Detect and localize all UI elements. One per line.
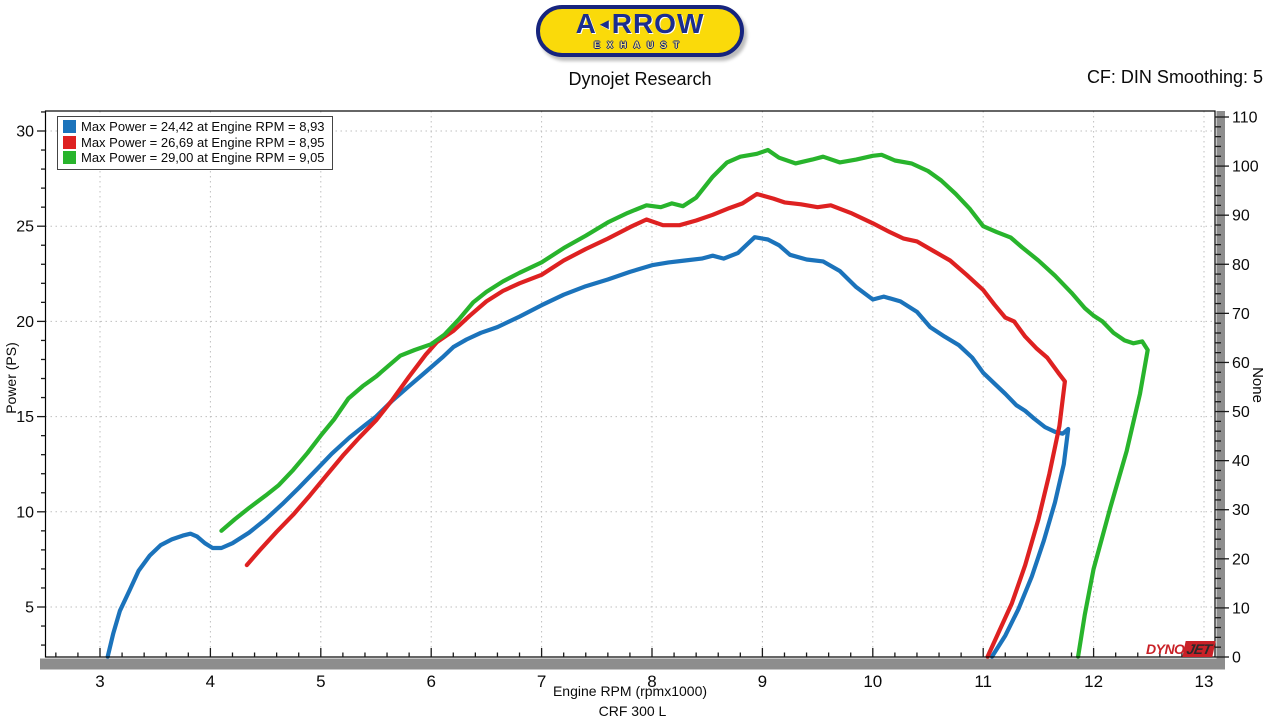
arrow-brand-text: A◄RROW — [575, 8, 705, 39]
power-curve — [219, 147, 1150, 659]
legend-label: Max Power = 29,00 at Engine RPM = 9,05 — [81, 150, 325, 165]
legend-entry: Max Power = 29,00 at Engine RPM = 9,05 — [63, 150, 325, 166]
power-curves — [105, 147, 1150, 659]
right-axis-title: None — [1249, 367, 1266, 403]
right-y-tick-label: 40 — [1232, 453, 1250, 470]
dynojet-logo-jet: JET — [1182, 641, 1217, 657]
plot-border — [44, 110, 1216, 658]
arrow-logo-pill: A◄RROW EXHAUST — [536, 5, 744, 57]
chart-legend[interactable]: Max Power = 24,42 at Engine RPM = 8,93 Ma… — [57, 116, 333, 170]
vehicle-model-label: CRF 300 L — [598, 703, 667, 719]
legend-color-swatch — [63, 135, 76, 149]
scrollbars — [40, 111, 1225, 670]
x-tick-label: 3 — [95, 672, 104, 691]
x-tick-label: 10 — [863, 672, 882, 691]
right-y-tick-label: 10 — [1232, 600, 1250, 617]
right-y-tick-label: 80 — [1232, 257, 1250, 274]
axes: 3 4 5 6 7 8 9 10 11 12 13 5 10 15 20 25 30 0 10 20 30 40 50 60 7… — [16, 110, 1259, 692]
right-y-tick-label: 0 — [1232, 650, 1241, 667]
left-y-tick-label: 30 — [16, 124, 34, 141]
x-tick-label: 4 — [206, 672, 215, 691]
right-y-tick-label: 50 — [1232, 404, 1250, 421]
legend-entry: Max Power = 26,69 at Engine RPM = 8,95 — [63, 135, 325, 151]
power-curve — [244, 191, 1068, 659]
arrow-exhaust-subtitle: EXHAUST — [593, 40, 686, 50]
legend-entry: Max Power = 24,42 at Engine RPM = 8,93 — [63, 119, 325, 135]
x-tick-label: 5 — [316, 672, 325, 691]
gridlines — [45, 111, 1215, 657]
x-tick-label: 6 — [426, 672, 435, 691]
vertical-scrollbar[interactable] — [1216, 111, 1226, 670]
x-tick-label: 11 — [974, 672, 992, 691]
right-y-tick-label: 100 — [1232, 159, 1259, 176]
left-axis-title: Power (PS) — [3, 342, 19, 414]
x-tick-label: 9 — [758, 672, 767, 691]
left-y-tick-label: 5 — [25, 600, 34, 617]
right-y-tick-label: 20 — [1232, 551, 1250, 568]
horizontal-scrollbar[interactable] — [40, 658, 1225, 670]
cf-smoothing-label: CF: DIN Smoothing: 5 — [1086, 67, 1263, 87]
right-y-tick-label: 110 — [1232, 110, 1258, 127]
x-axis-title: Engine RPM (rpmx1000) — [552, 683, 708, 699]
left-arrow-glyph: ◄ — [596, 16, 612, 33]
dynojet-logo-dyno: DYNO — [1146, 641, 1185, 657]
left-y-tick-label: 15 — [16, 409, 34, 426]
legend-label: Max Power = 26,69 at Engine RPM = 8,95 — [81, 134, 325, 150]
legend-label: Max Power = 24,42 at Engine RPM = 8,93 — [81, 119, 325, 134]
x-tick-label: 8 — [647, 672, 656, 691]
arrow-exhaust-logo: A◄RROW EXHAUST — [0, 5, 1280, 57]
x-tick-label: 7 — [537, 672, 546, 691]
page-title: Dynojet Research — [568, 69, 712, 89]
power-curve — [105, 235, 1071, 659]
left-y-tick-label: 10 — [16, 504, 34, 521]
right-y-tick-label: 60 — [1232, 355, 1250, 372]
dynojet-logo: DYNOJET — [1146, 641, 1217, 657]
x-tick-label: 12 — [1084, 672, 1103, 691]
left-y-tick-label: 25 — [16, 219, 34, 236]
left-y-tick-label: 20 — [16, 314, 34, 331]
legend-color-swatch — [63, 151, 76, 164]
legend-color-swatch — [63, 120, 76, 133]
right-y-tick-label: 70 — [1232, 306, 1250, 323]
right-y-tick-label: 90 — [1232, 208, 1250, 225]
right-y-tick-label: 30 — [1232, 502, 1250, 519]
x-tick-label: 13 — [1195, 672, 1214, 691]
